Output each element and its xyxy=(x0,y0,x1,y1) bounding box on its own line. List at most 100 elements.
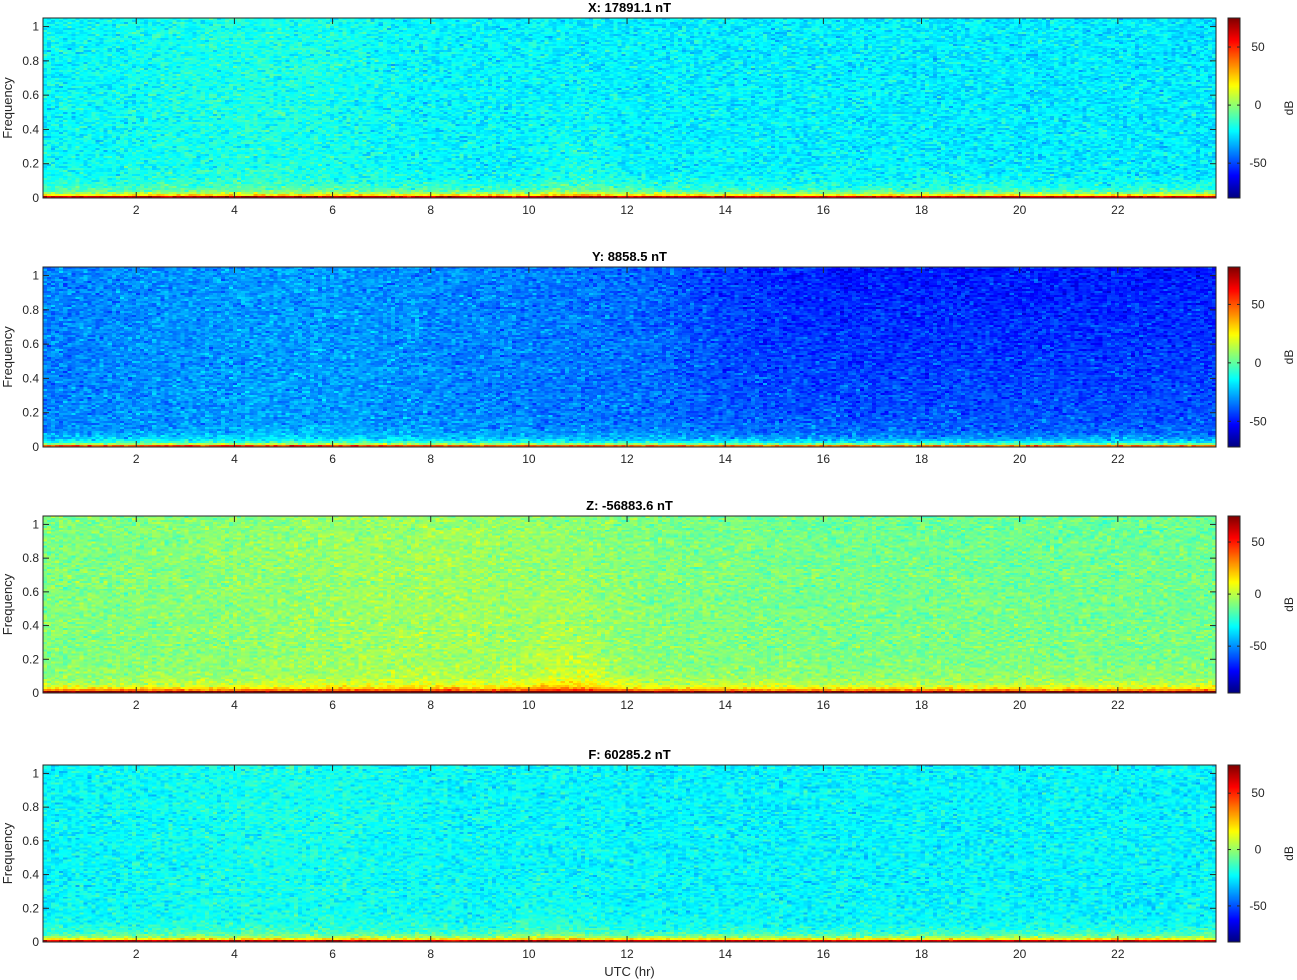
x-tick-label: 18 xyxy=(915,698,929,712)
y-tick-label: 1 xyxy=(32,269,39,283)
y-tick-label: 1 xyxy=(32,517,39,531)
y-tick-label: 0.6 xyxy=(22,585,39,599)
x-tick-label: 4 xyxy=(231,203,238,217)
colorbar-tick-label: -50 xyxy=(1249,639,1267,653)
colorbar-label: dB xyxy=(1282,350,1296,365)
colorbar-tick-label: 50 xyxy=(1251,535,1265,549)
axes-box xyxy=(42,515,1217,694)
y-tick-label: 0.2 xyxy=(22,406,39,420)
x-tick-label: 20 xyxy=(1013,452,1027,466)
y-axis-label: Frequency xyxy=(0,77,15,139)
y-tick-label: 0.6 xyxy=(22,88,39,102)
colorbar-tick-label: 50 xyxy=(1251,40,1265,54)
x-tick-label: 14 xyxy=(719,203,733,217)
x-tick-label: 12 xyxy=(620,452,634,466)
x-tick-label: 6 xyxy=(329,698,336,712)
x-tick-label: 10 xyxy=(522,452,536,466)
x-tick-label: 10 xyxy=(522,698,536,712)
spectrogram-panel-3: Z: -56883.6 nT2 4 6 8 10 12 14 16 18 20 2200.20.40… xyxy=(0,498,1296,712)
y-tick-label: 0.2 xyxy=(22,652,39,666)
colorbar-tick-label: -50 xyxy=(1249,156,1267,170)
x-tick-label: 2 xyxy=(133,452,140,466)
x-tick-label: 8 xyxy=(427,698,434,712)
panel-title: Z: -56883.6 nT xyxy=(586,498,673,513)
colorbar-label: dB xyxy=(1282,101,1296,116)
x-tick-label: 6 xyxy=(329,452,336,466)
colorbar-tick-label: 0 xyxy=(1255,843,1262,857)
x-tick-label: 22 xyxy=(1111,452,1125,466)
x-tick-label: 18 xyxy=(915,452,929,466)
x-tick-label: 8 xyxy=(427,452,434,466)
spectrogram-image xyxy=(43,516,1216,693)
x-tick-label: 4 xyxy=(231,698,238,712)
colorbar-tick-label: 0 xyxy=(1255,587,1262,601)
panel-title: Y: 8858.5 nT xyxy=(592,249,667,264)
x-tick-label: 2 xyxy=(133,947,140,961)
colorbar-label: dB xyxy=(1282,597,1296,612)
y-tick-label: 0.4 xyxy=(22,619,39,633)
x-tick-label: 16 xyxy=(817,203,831,217)
y-tick-label: 0.4 xyxy=(22,371,39,385)
x-tick-label: 12 xyxy=(620,698,634,712)
x-tick-label: 6 xyxy=(329,203,336,217)
y-tick-label: 0.6 xyxy=(22,834,39,848)
x-tick-label: 22 xyxy=(1111,947,1125,961)
x-tick-label: 22 xyxy=(1111,698,1125,712)
colorbar-box xyxy=(1227,266,1241,448)
x-tick-label: 18 xyxy=(915,947,929,961)
spectrogram-image xyxy=(43,18,1216,198)
x-tick-label: 20 xyxy=(1013,698,1027,712)
y-tick-label: 0.6 xyxy=(22,337,39,351)
x-tick-label: 16 xyxy=(817,452,831,466)
y-axis-label: Frequency xyxy=(0,822,15,884)
y-tick-label: 0.2 xyxy=(22,157,39,171)
x-tick-label: 2 xyxy=(133,203,140,217)
x-tick-label: 14 xyxy=(719,947,733,961)
y-tick-label: 0 xyxy=(32,935,39,949)
axes-box xyxy=(42,764,1217,943)
x-tick-label: 12 xyxy=(620,947,634,961)
x-tick-label: 16 xyxy=(817,698,831,712)
spectrogram-image xyxy=(43,267,1216,447)
spectrogram-panel-2: Y: 8858.5 nT2 4 6 8 10 12 14 16 18 20 2200.20.40.6… xyxy=(0,249,1296,466)
x-tick-label: 8 xyxy=(427,203,434,217)
y-tick-label: 0 xyxy=(32,191,39,205)
colorbar-box xyxy=(1227,515,1241,694)
x-tick-label: 10 xyxy=(522,203,536,217)
x-tick-label: 12 xyxy=(620,203,634,217)
y-tick-label: 0 xyxy=(32,686,39,700)
x-tick-label: 16 xyxy=(817,947,831,961)
colorbar-tick-label: 0 xyxy=(1255,98,1262,112)
colorbar-tick-label: 0 xyxy=(1255,356,1262,370)
y-tick-label: 0.4 xyxy=(22,868,39,882)
y-tick-label: 0.2 xyxy=(22,901,39,915)
colorbar-tick-label: -50 xyxy=(1249,414,1267,428)
y-tick-label: 0.8 xyxy=(22,800,39,814)
colorbar-tick-label: 50 xyxy=(1251,297,1265,311)
axes-box xyxy=(42,266,1217,448)
colorbar-box xyxy=(1227,764,1241,943)
colorbar xyxy=(1228,267,1240,447)
y-tick-label: 0.8 xyxy=(22,54,39,68)
x-tick-label: 14 xyxy=(719,698,733,712)
colorbar xyxy=(1228,18,1240,198)
x-tick-label: 14 xyxy=(719,452,733,466)
colorbar-box xyxy=(1227,17,1241,199)
y-tick-label: 1 xyxy=(32,766,39,780)
x-tick-label: 20 xyxy=(1013,203,1027,217)
x-tick-label: 22 xyxy=(1111,203,1125,217)
y-tick-label: 0 xyxy=(32,440,39,454)
spectrogram-panel-4: F: 60285.2 nT2 4 6 8 10 12 14 16 18 20 2200.20.40.… xyxy=(0,747,1296,979)
colorbar xyxy=(1228,516,1240,693)
y-tick-label: 0.8 xyxy=(22,303,39,317)
x-tick-label: 2 xyxy=(133,698,140,712)
colorbar-tick-label: -50 xyxy=(1249,899,1267,913)
panel-title: X: 17891.1 nT xyxy=(588,0,671,15)
colorbar-tick-label: 50 xyxy=(1251,786,1265,800)
y-tick-label: 0.4 xyxy=(22,122,39,136)
x-tick-label: 6 xyxy=(329,947,336,961)
axes-box xyxy=(42,17,1217,199)
panel-title: F: 60285.2 nT xyxy=(588,747,670,762)
x-tick-label: 18 xyxy=(915,203,929,217)
